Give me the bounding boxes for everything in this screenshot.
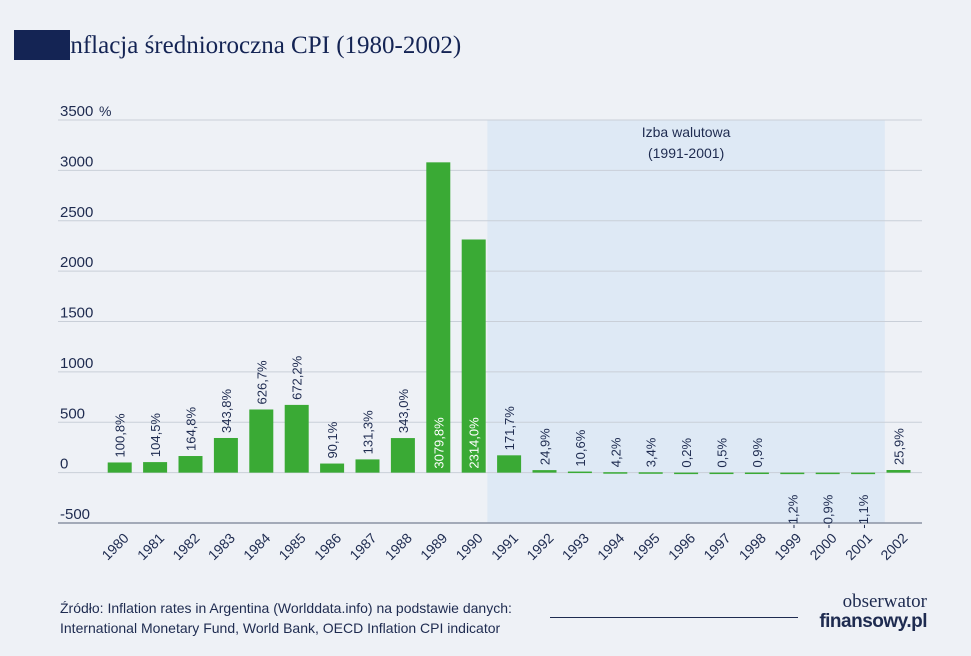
x-tick-label: 2002 <box>877 530 910 563</box>
data-label: 10,6% <box>573 429 588 466</box>
x-tick-label: 1994 <box>594 530 627 563</box>
x-tick-label: 1999 <box>771 530 804 563</box>
bar <box>320 463 345 473</box>
x-tick-label: 1986 <box>311 530 344 563</box>
y-tick-label: 2500 <box>60 204 93 221</box>
gridlines <box>58 119 922 524</box>
bar <box>355 459 380 473</box>
y-tick-label: 0 <box>60 456 68 473</box>
bar <box>143 462 168 473</box>
x-tick-label: 1988 <box>382 530 415 563</box>
bar <box>107 462 132 473</box>
logo-line1: obserwator <box>842 591 927 612</box>
y-tick-label: 1000 <box>60 355 93 372</box>
bar <box>744 472 769 475</box>
source-line1: Źródło: Inflation rates in Argentina (Wo… <box>60 600 512 616</box>
data-label: 25,9% <box>892 428 907 465</box>
bar <box>497 455 522 473</box>
bar <box>249 409 274 473</box>
x-tick-label: 1991 <box>488 530 521 563</box>
data-label: 4,2% <box>608 437 623 467</box>
highlight-label-line1: Izba walutowa <box>642 124 731 140</box>
data-label: -0,9% <box>821 494 836 528</box>
x-tick-label: 1983 <box>205 530 238 563</box>
bar <box>851 472 876 475</box>
data-label: 343,0% <box>396 389 411 434</box>
source-divider <box>550 617 798 618</box>
data-label: 131,3% <box>361 410 376 455</box>
data-label: 100,8% <box>113 413 128 458</box>
y-tick-label: 3000 <box>60 153 93 170</box>
y-tick-label: 3500 <box>60 103 93 120</box>
x-tick-label: 1981 <box>134 530 167 563</box>
x-tick-label: 1998 <box>736 530 769 563</box>
data-label: 3079,8% <box>431 417 446 469</box>
data-label: 0,2% <box>679 438 694 468</box>
highlight-label-line2: (1991-2001) <box>648 145 724 161</box>
x-tick-label: 1987 <box>346 530 379 563</box>
bar <box>780 472 805 475</box>
data-label: 164,8% <box>184 406 199 451</box>
y-tick-label: 500 <box>60 405 85 422</box>
bar <box>567 471 592 474</box>
bar <box>674 472 699 475</box>
y-tick-label: 1500 <box>60 305 93 322</box>
y-tick-label: -500 <box>60 506 90 523</box>
title-accent-bar <box>14 30 70 60</box>
source-line2: International Monetary Fund, World Bank,… <box>60 620 501 636</box>
y-axis-ticks: 3500 3000 2500 2000 1500 1000 500 0 -500 <box>60 103 93 523</box>
bar <box>426 162 451 473</box>
bar <box>886 470 911 473</box>
data-label: -1,2% <box>785 494 800 528</box>
bar <box>461 239 486 473</box>
x-tick-label: 2001 <box>842 530 875 563</box>
data-label: 672,2% <box>290 355 305 400</box>
bars <box>107 162 911 475</box>
y-axis-unit: % <box>99 103 111 119</box>
x-tick-label: 1980 <box>98 530 131 563</box>
x-tick-label: 1995 <box>629 530 662 563</box>
x-tick-label: 2000 <box>806 530 839 563</box>
bar <box>390 438 415 473</box>
x-tick-label: 1997 <box>700 530 733 563</box>
chart-title: Inflacja średnioroczna CPI (1980-2002) <box>62 32 462 59</box>
y-tick-label: 2000 <box>60 254 93 271</box>
bar <box>638 472 663 474</box>
data-label: 0,5% <box>715 438 730 468</box>
bar <box>709 472 734 475</box>
data-label: 343,8% <box>219 388 234 433</box>
x-tick-label: 1985 <box>275 530 308 563</box>
data-label: 171,7% <box>502 406 517 451</box>
bar <box>213 437 238 473</box>
logo-line2: finansowy.pl <box>819 611 927 632</box>
x-tick-label: 1989 <box>417 530 450 563</box>
data-label: 104,5% <box>148 413 163 458</box>
bar <box>284 404 309 473</box>
x-tick-label: 1992 <box>523 530 556 563</box>
x-tick-label: 1993 <box>559 530 592 563</box>
data-label: 0,9% <box>750 437 765 467</box>
x-tick-label: 1984 <box>240 530 273 563</box>
brand-logo: obserwator finansowy.pl <box>812 592 927 632</box>
bar <box>532 470 557 473</box>
data-label: 626,7% <box>254 360 269 405</box>
x-tick-label: 1990 <box>452 530 485 563</box>
bar-chart: 3500 3000 2500 2000 1500 1000 500 0 -500 % Izba … <box>58 103 922 563</box>
bar <box>815 472 840 475</box>
x-axis-ticks: 1980 1981 1982 1983 1984 1985 1986 1987 1988 1989… <box>98 530 910 563</box>
data-label: 3,4% <box>644 437 659 467</box>
x-tick-label: 1996 <box>665 530 698 563</box>
data-label: 90,1% <box>325 421 340 458</box>
bar <box>178 456 203 473</box>
x-tick-label: 1982 <box>169 530 202 563</box>
source-note: Źródło: Inflation rates in Argentina (Wo… <box>60 598 512 638</box>
bar <box>603 472 628 474</box>
data-labels: 100,8% 104,5% 164,8% 343,8% 626,7% 672,2% 90,1… <box>113 355 907 528</box>
data-label: 2314,0% <box>467 417 482 469</box>
data-label: 24,9% <box>538 428 553 465</box>
data-label: -1,1% <box>856 494 871 528</box>
